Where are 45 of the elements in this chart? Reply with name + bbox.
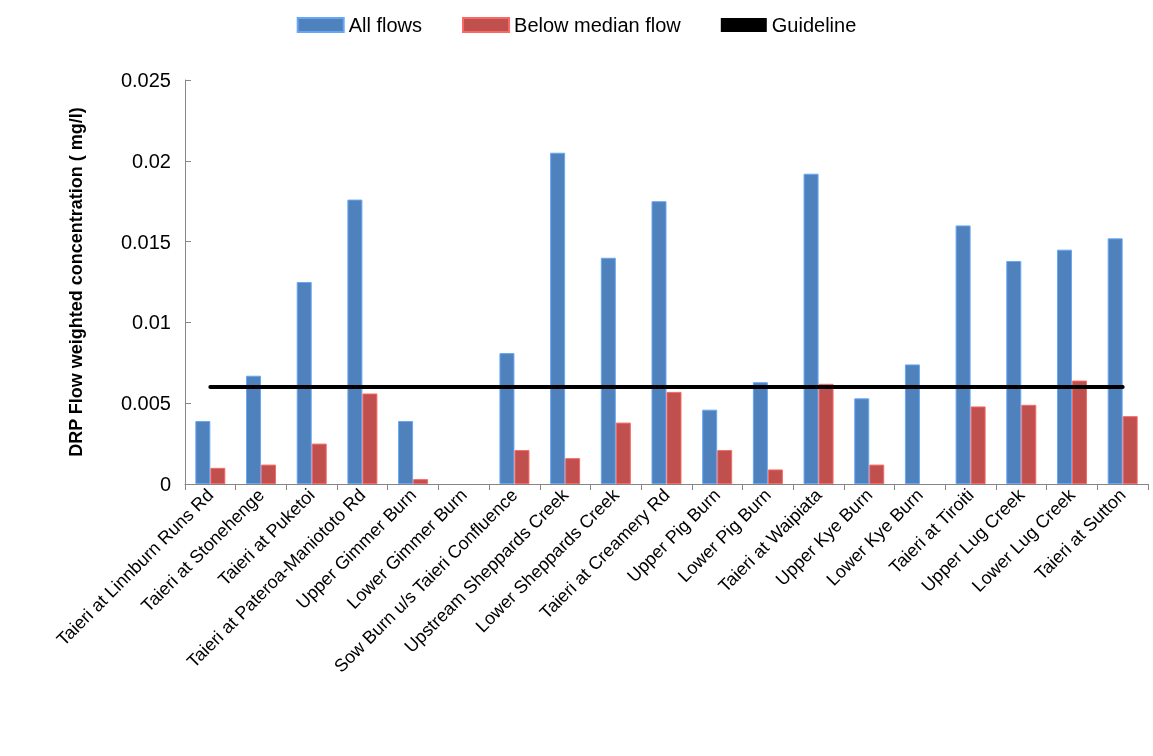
bar	[347, 199, 363, 484]
bar	[1006, 260, 1022, 484]
bar	[362, 393, 378, 484]
legend-label: All flows	[348, 14, 423, 36]
bar	[854, 398, 870, 484]
bar	[261, 464, 277, 484]
bar	[195, 420, 211, 484]
bar	[296, 282, 312, 484]
y-tick-label: 0	[159, 473, 171, 495]
y-axis-title: DRP Flow weighted concentration ( mg/l)	[66, 107, 86, 457]
y-tick-label: 0.015	[120, 230, 171, 253]
bar	[651, 201, 667, 484]
y-tick-label: 0.005	[120, 392, 171, 415]
bar	[615, 422, 631, 484]
bar	[1071, 380, 1087, 484]
bar	[398, 420, 414, 484]
y-tick-label: 0.02	[132, 149, 171, 172]
bar	[904, 364, 920, 484]
bar	[311, 443, 327, 484]
bar	[246, 375, 262, 484]
bar	[955, 225, 971, 484]
bar	[1056, 249, 1072, 484]
bar	[767, 469, 783, 484]
bar	[565, 458, 581, 484]
bar	[818, 383, 834, 484]
bar	[413, 479, 429, 484]
bar	[752, 382, 768, 484]
bar	[210, 467, 226, 484]
bar	[1107, 238, 1123, 484]
bar	[869, 464, 885, 484]
legend-label: Below median flow	[514, 14, 682, 36]
bar	[970, 406, 986, 484]
bar	[717, 450, 733, 484]
bar	[550, 152, 566, 484]
bar	[1122, 416, 1138, 484]
bar	[600, 257, 616, 484]
bar	[702, 409, 718, 484]
bar	[1021, 404, 1037, 484]
bar	[499, 353, 515, 484]
bar	[803, 173, 819, 484]
bar	[514, 450, 530, 484]
y-tick-label: 0.01	[132, 311, 171, 334]
y-tick-label: 0.025	[120, 69, 171, 91]
legend-label: Guideline	[771, 14, 857, 36]
bar	[666, 391, 682, 484]
